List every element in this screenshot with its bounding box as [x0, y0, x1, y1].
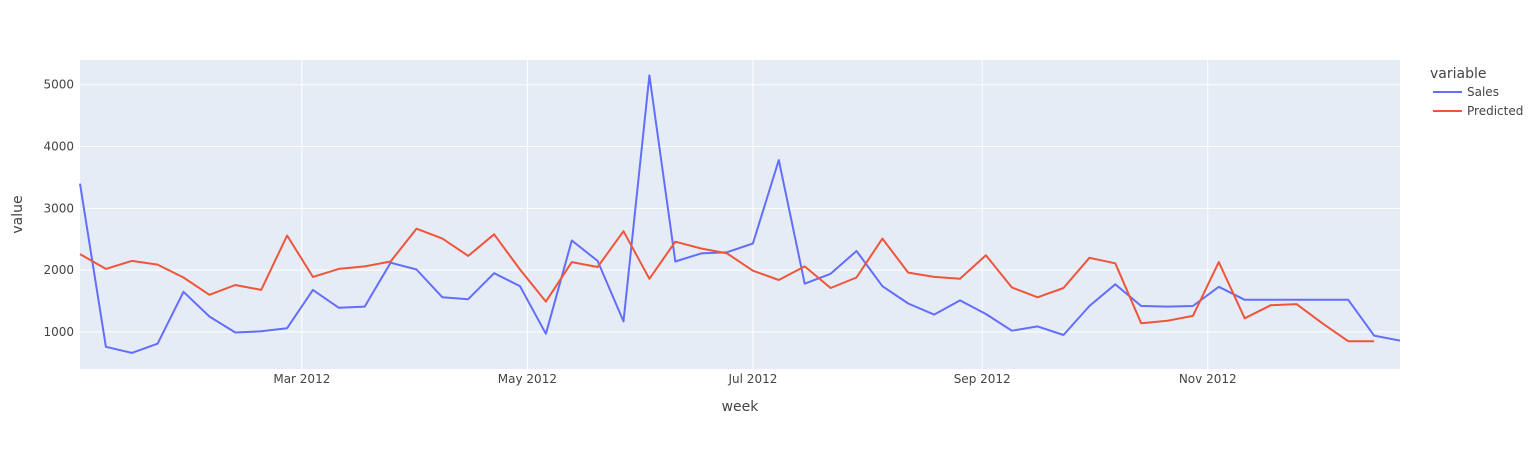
legend[interactable]: variable Sales Predicted	[1430, 66, 1523, 118]
y-tick-label: 2000	[43, 263, 74, 277]
series-lines	[79, 74, 1401, 354]
legend-item-predicted[interactable]: Predicted	[1433, 104, 1523, 118]
y-tick-label: 1000	[43, 325, 74, 339]
y-tick-label: 3000	[43, 201, 74, 215]
y-tick-label: 4000	[43, 140, 74, 154]
y-tick-label: 5000	[43, 78, 74, 92]
plot-area	[80, 60, 1400, 369]
legend-title: variable	[1430, 66, 1486, 82]
series-line-sales[interactable]	[79, 74, 1401, 354]
x-tick-label: Jul 2012	[728, 372, 778, 386]
x-tick-label: Mar 2012	[273, 372, 330, 386]
legend-item-sales[interactable]: Sales	[1433, 85, 1499, 99]
tick-labels: 1000 2000 3000 4000 5000 Mar 2012 May 2012 Jul …	[43, 78, 1236, 386]
y-axis-title: value	[10, 195, 26, 233]
x-axis-title: week	[722, 399, 760, 415]
series-line-predicted[interactable]	[79, 227, 1375, 343]
x-tick-label: May 2012	[498, 372, 557, 386]
legend-label: Sales	[1467, 85, 1499, 99]
legend-label: Predicted	[1467, 104, 1523, 118]
x-tick-label: Sep 2012	[954, 372, 1011, 386]
x-tick-label: Nov 2012	[1179, 372, 1237, 386]
gridlines	[80, 60, 1400, 369]
